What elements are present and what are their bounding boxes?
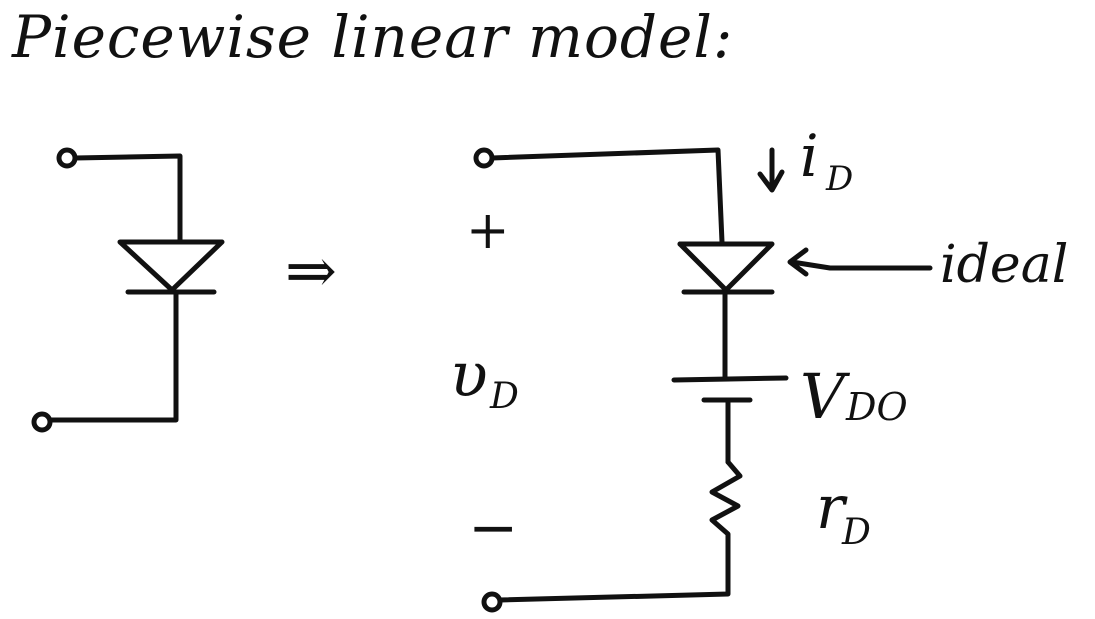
implies-arrow: ⇒ — [285, 234, 337, 307]
minus-sign: − — [468, 493, 518, 563]
ideal-label: ideal — [940, 235, 1068, 295]
battery-long-plate — [671, 375, 789, 383]
wire-top-left — [72, 153, 183, 245]
diode-triangle-left — [117, 239, 225, 293]
wire-bottom-left — [47, 289, 179, 423]
current-arrow-head — [757, 169, 785, 193]
rd-label: r — [816, 473, 848, 543]
rd-subscript: D — [841, 512, 871, 553]
vd0-label: V — [800, 360, 851, 433]
ideal-diode-edge — [677, 241, 729, 293]
ideal-pointer-line — [789, 259, 933, 271]
voltage-label: υ — [450, 338, 488, 411]
resistor-zigzag — [497, 459, 743, 603]
diode-circuit-right — [473, 147, 933, 613]
wire-top-right — [489, 147, 725, 245]
current-subscript: D — [825, 159, 853, 199]
diode-circuit-left — [31, 147, 225, 433]
plus-sign: + — [466, 201, 510, 261]
ideal-diode-triangle — [677, 241, 775, 293]
vd0-subscript: DO — [845, 385, 908, 429]
voltage-subscript: D — [489, 376, 519, 417]
page-title: Piecewise linear model: — [12, 3, 734, 71]
terminal-bottom-right — [481, 591, 503, 613]
ideal-pointer-head — [787, 247, 809, 277]
current-label: i — [800, 122, 819, 190]
terminal-bottom-left — [31, 411, 53, 433]
